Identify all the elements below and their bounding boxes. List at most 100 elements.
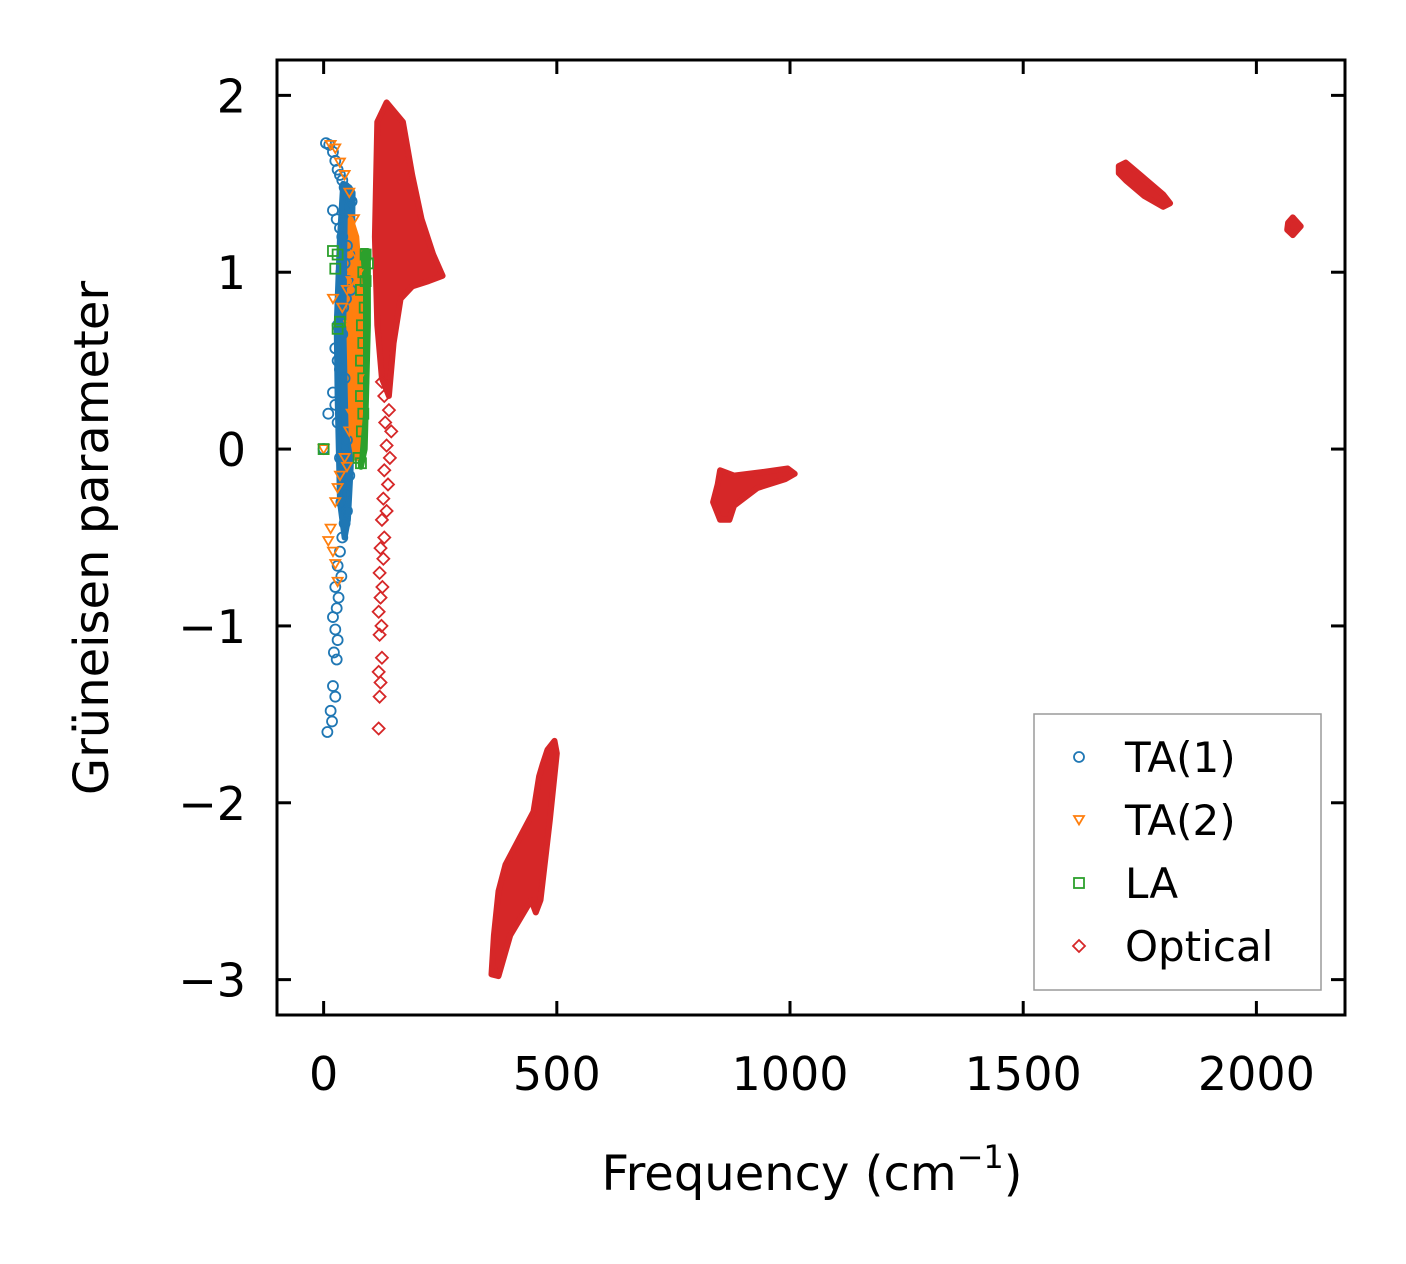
point-la-18 [317, 443, 330, 455]
x-axis-label: Frequency (cm−1) [601, 1138, 1022, 1202]
point-optical-6 [382, 450, 398, 466]
point-optical-19 [374, 618, 389, 634]
optical-cluster-1750 [1115, 159, 1174, 210]
point-la-2 [359, 248, 372, 261]
y-tick-label-1: 1 [217, 246, 246, 300]
point-la-8 [358, 301, 371, 314]
point-optical-7 [376, 463, 392, 478]
point-ta1-29 [338, 372, 351, 385]
optical-cluster-low [371, 99, 446, 399]
y-tick-label-0: 2 [217, 69, 246, 123]
point-ta1-28 [334, 363, 346, 376]
point-ta1-44 [338, 517, 351, 530]
point-ta1-56 [330, 653, 343, 666]
optical-cluster-1000 [710, 465, 798, 523]
point-optical-25 [371, 721, 386, 736]
point-ta2-9 [340, 285, 354, 297]
x-tick-label-1: 500 [513, 1047, 601, 1101]
plot-frame [275, 58, 1347, 1017]
legend-label-ta2: TA(2) [1124, 796, 1236, 845]
legend-label-la: LA [1125, 859, 1178, 908]
point-ta1-52 [327, 611, 339, 623]
point-ta2-1 [328, 143, 342, 155]
point-la-5 [329, 262, 342, 275]
point-la-20 [355, 457, 367, 470]
point-ta2-18 [342, 426, 356, 438]
point-ta2-5 [347, 214, 361, 226]
point-la-13 [355, 354, 367, 367]
legend-label-optical: Optical [1125, 922, 1273, 971]
legend-marker-la [1073, 877, 1085, 889]
optical-cluster-2080 [1284, 214, 1304, 239]
point-ta1-37 [334, 452, 346, 464]
legend-marker-optical [1071, 938, 1087, 954]
x-tick-label-4: 2000 [1198, 1047, 1315, 1101]
y-axis-label: Grüneisen parameter [64, 281, 120, 796]
point-la-17 [355, 425, 368, 438]
y-tick-label-2: 0 [217, 423, 246, 477]
point-ta2-26 [321, 536, 335, 548]
point-optical-14 [376, 551, 391, 566]
point-ta1-32 [322, 407, 335, 420]
point-optical-1 [376, 388, 392, 404]
optical-cluster-negative [488, 737, 560, 980]
point-ta1-43 [341, 505, 353, 517]
point-ta2-19 [317, 444, 331, 456]
point-ta1-60 [326, 715, 338, 728]
point-optical-23 [373, 675, 388, 690]
point-ta1-35 [341, 434, 353, 447]
point-ta2-8 [345, 276, 359, 288]
point-optical-5 [379, 438, 394, 453]
scatter-points-layer [317, 137, 399, 738]
point-ta2-27 [326, 546, 340, 558]
point-ta1-31 [329, 398, 342, 411]
point-ta2-28 [328, 559, 342, 571]
point-ta2-25 [324, 523, 338, 535]
point-ta1-26 [329, 342, 342, 355]
point-ta1-53 [329, 623, 342, 636]
point-ta1-54 [331, 634, 344, 646]
point-ta2-29 [331, 576, 345, 588]
point-optical-2 [381, 402, 397, 418]
point-optical-20 [372, 627, 387, 643]
point-la-10 [355, 319, 368, 332]
point-optical-24 [372, 689, 387, 704]
point-ta2-6 [349, 249, 363, 261]
point-ta2-10 [326, 293, 340, 306]
point-ta1-39 [343, 469, 356, 482]
point-la-7 [355, 284, 367, 296]
legend: TA(1) TA(2) LA Optical [1033, 713, 1322, 991]
x-axis-label-main: Frequency (cm [601, 1146, 956, 1202]
legend-marker-ta2 [1072, 815, 1086, 827]
point-ta1-58 [329, 690, 342, 703]
point-ta1-33 [331, 416, 344, 429]
x-tick-label-0: 0 [309, 1047, 338, 1101]
point-optical-4 [383, 424, 399, 439]
point-optical-15 [372, 565, 387, 581]
point-ta2-22 [333, 470, 347, 482]
point-ta1-50 [332, 591, 345, 604]
point-ta2-4 [342, 187, 356, 199]
point-la-1 [331, 248, 344, 261]
point-ta1-41 [340, 487, 352, 500]
point-la-9 [334, 315, 346, 328]
x-axis-label-end: ) [1004, 1146, 1023, 1202]
axis-ticks: 0 500 1000 1500 2000 2 1 0 −1 −2 −3 [178, 60, 1345, 1101]
point-ta2-21 [340, 461, 354, 474]
legend-label-ta1: TA(1) [1124, 733, 1236, 782]
point-ta2-23 [331, 483, 345, 495]
point-ta2-24 [328, 497, 342, 509]
point-ta1-42 [335, 496, 348, 509]
point-optical-13 [373, 540, 388, 556]
point-ta2-20 [338, 453, 352, 465]
point-ta1-59 [324, 704, 337, 717]
point-ta2-17 [345, 408, 359, 420]
legend-marker-ta1 [1073, 751, 1085, 763]
point-ta1-30 [327, 386, 339, 399]
x-axis-label-sup: −1 [957, 1138, 1004, 1176]
point-ta1-61 [321, 726, 334, 738]
point-la-12 [357, 337, 370, 349]
point-optical-8 [380, 477, 396, 492]
point-ta1-45 [336, 531, 349, 544]
